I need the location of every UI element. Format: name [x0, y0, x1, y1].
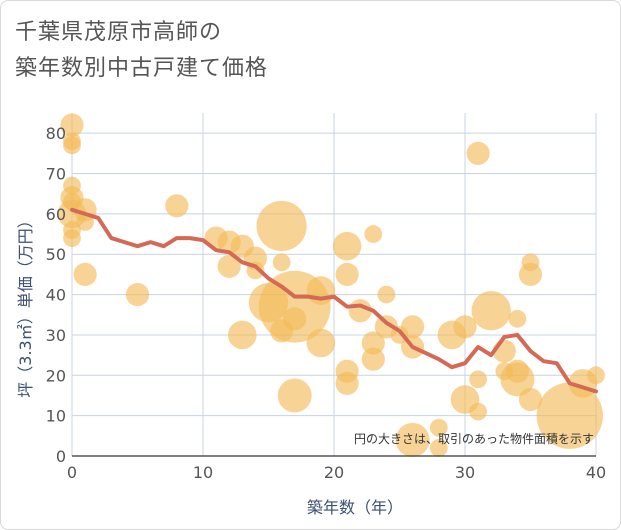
x-tick-label: 40: [586, 463, 606, 482]
bubble-point: [272, 253, 291, 272]
bubble-point: [63, 229, 81, 247]
x-tick-label: 10: [193, 463, 213, 482]
bubble-point: [277, 378, 312, 413]
bubbles: [57, 113, 605, 457]
bubble-point: [429, 439, 448, 457]
x-tick-label: 20: [324, 463, 344, 482]
y-tick-label: 20: [46, 366, 66, 385]
grid-lines: [71, 113, 597, 457]
bubble-point: [587, 366, 605, 385]
bubble-point: [500, 362, 535, 397]
bubble-point: [283, 307, 307, 331]
bubble-point: [76, 213, 94, 231]
bubble-point: [429, 418, 448, 437]
bubble-point: [165, 194, 189, 218]
bubble-point: [466, 141, 490, 165]
y-tick-label: 60: [46, 205, 66, 224]
trend-line-group: [70, 207, 598, 394]
bubble-point: [508, 309, 527, 328]
y-tick-label: 10: [46, 407, 66, 426]
trend-line: [70, 207, 598, 394]
bubble-point: [332, 231, 362, 261]
bubble-point: [361, 331, 385, 355]
y-tick-label: 70: [46, 165, 66, 184]
bubble-point: [228, 320, 257, 350]
bubble-point: [256, 200, 307, 252]
y-tick-label: 40: [46, 286, 66, 305]
x-tick-label: 0: [67, 463, 77, 482]
bubble-point: [361, 347, 385, 371]
chart-title-line-2: 築年数別中古戸建て価格: [15, 56, 269, 81]
bubble-point: [395, 422, 430, 457]
y-tick-label: 50: [46, 245, 66, 264]
bubble-point: [469, 402, 487, 421]
chart-title-line-1: 千葉県茂原市高師の: [15, 20, 223, 45]
y-tick-label: 80: [46, 124, 66, 143]
bubble-point: [469, 370, 487, 389]
y-tick-label: 30: [46, 326, 66, 345]
bubble-point: [125, 282, 150, 307]
bubble-point: [453, 315, 477, 339]
x-tick-label: 30: [455, 463, 475, 482]
bubble-point: [518, 387, 543, 412]
bubble-point: [63, 136, 81, 155]
bubble-point: [471, 291, 511, 331]
bubble-point: [377, 285, 396, 304]
bubble-point: [335, 262, 359, 287]
bubble-size-note: 円の大きさは、取引のあった物件面積を示す: [354, 431, 594, 446]
bubble-point: [536, 382, 603, 449]
bubble-point: [306, 328, 336, 358]
y-axis-label: 坪（3.3㎡）単価（万円）: [16, 212, 35, 397]
bubble-point: [401, 315, 425, 339]
bubble-point: [217, 254, 241, 278]
bubble-point: [60, 113, 84, 137]
chart-title: 千葉県茂原市高師の 築年数別中古戸建て価格: [15, 15, 268, 87]
bubble-point: [73, 262, 97, 287]
bubble-point: [518, 262, 543, 287]
bubble-point: [335, 371, 359, 395]
tick-labels: 0 10 20 30 40 50 60 70 80 0 10 20 30 40: [46, 124, 607, 482]
x-axis-label: 築年数（年）: [307, 498, 403, 517]
y-tick-label: 0: [56, 447, 66, 466]
bubble-point: [364, 225, 383, 243]
